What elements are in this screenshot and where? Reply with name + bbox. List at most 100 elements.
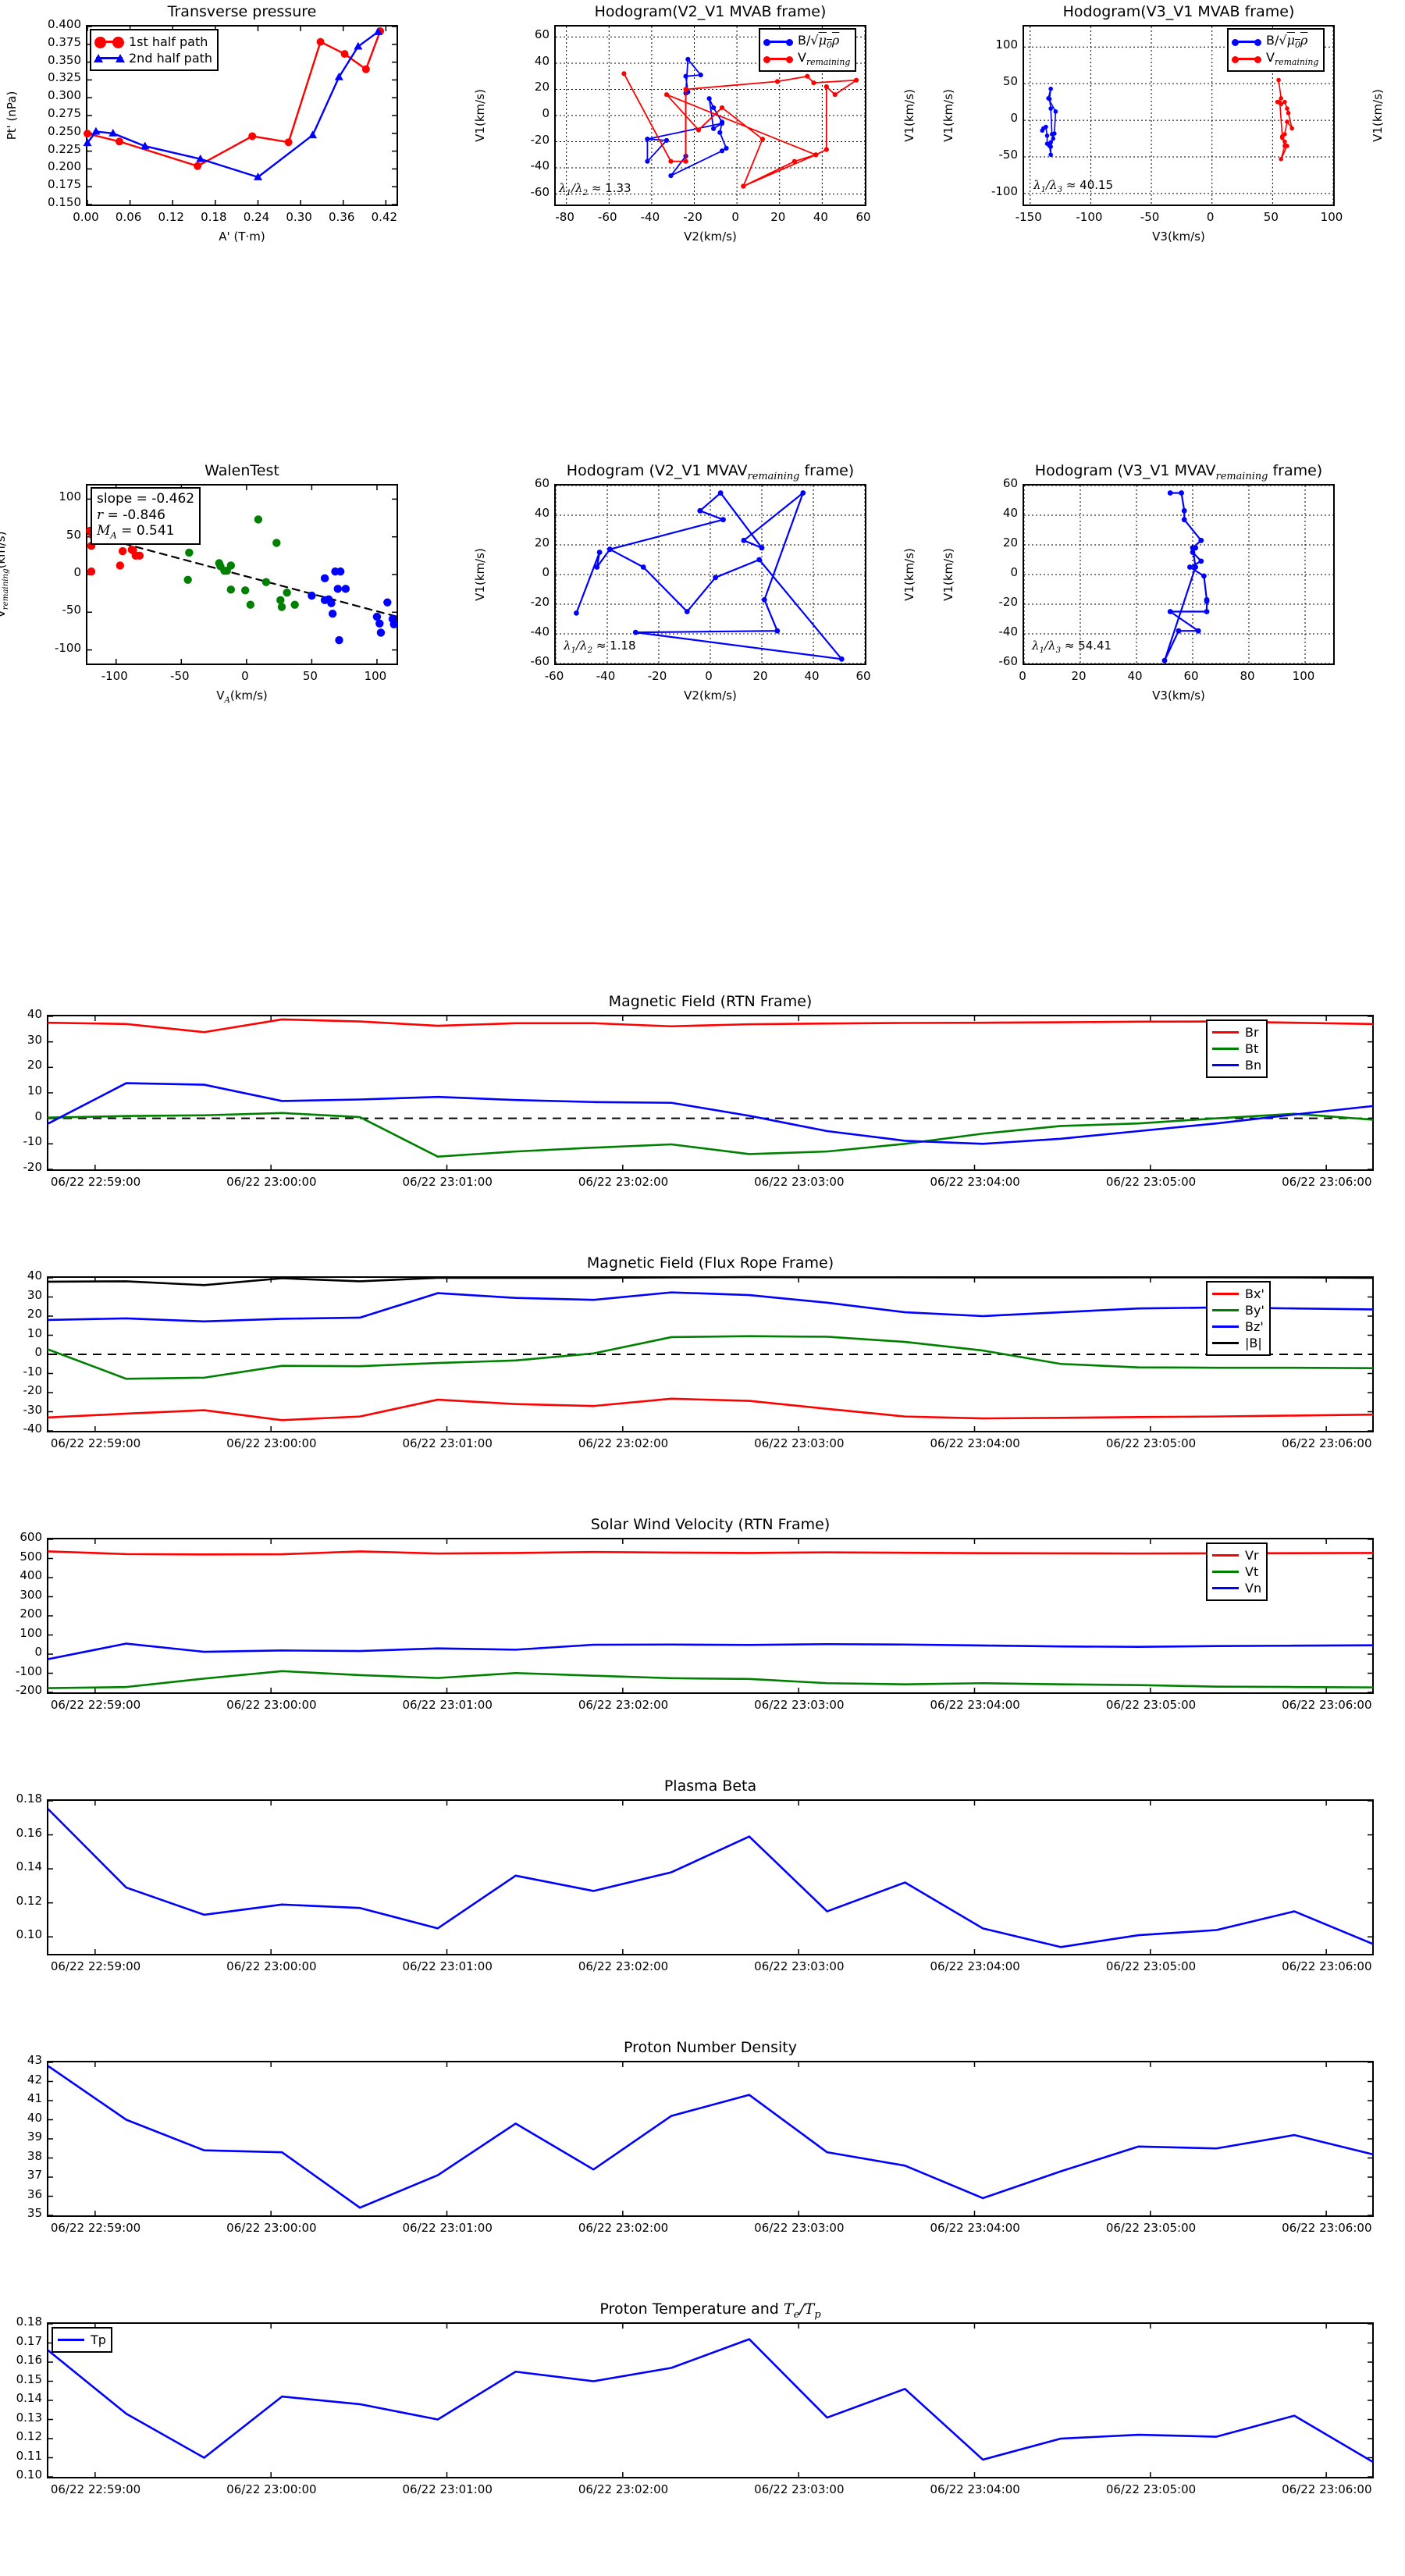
legend-marker [1232, 38, 1239, 46]
legend-label: B/√μ0ρ [1266, 32, 1308, 51]
data-point [1279, 133, 1285, 139]
data-point [116, 561, 124, 570]
legend-label: Bn [1245, 1058, 1262, 1073]
data-point [1181, 517, 1187, 523]
plot-area [47, 1015, 1374, 1171]
x-tick-label: 06/22 23:01:00 [402, 1959, 493, 1973]
data-point [1161, 657, 1168, 664]
y-tick-label: 60 [1002, 476, 1018, 490]
plot-canvas [47, 1276, 1374, 1432]
y-tick-label: 0 [542, 565, 550, 579]
x-tick-label: 50 [302, 669, 318, 683]
series-line [623, 73, 857, 187]
x-tick-label: 60 [1183, 669, 1199, 683]
data-point [741, 537, 747, 543]
y-tick-label: 0.375 [48, 34, 81, 49]
x-tick-label: -150 [1015, 210, 1042, 224]
legend-marker [94, 37, 106, 48]
y-tick-label: -40 [530, 624, 550, 639]
legend-label: Bt [1245, 1041, 1259, 1056]
legend-item: Tp [58, 2332, 106, 2348]
x-tick-label: 06/22 23:03:00 [754, 2482, 845, 2496]
plot-area [1023, 484, 1335, 665]
legend: Vr Vt Vn [1206, 1542, 1268, 1601]
y-tick-label: -10 [23, 1134, 43, 1149]
y-tick-label: 0.10 [16, 2467, 42, 2482]
series-line [47, 1397, 1374, 1421]
y-axis-label-right: V1(km/s) [902, 548, 916, 601]
data-point [196, 154, 205, 162]
plot-area [47, 1799, 1374, 1955]
y-tick-label: 0.300 [48, 88, 81, 103]
data-point [108, 129, 118, 137]
x-tick-label: 06/22 23:04:00 [930, 1959, 1020, 1973]
x-tick-label: 0 [731, 210, 739, 224]
x-tick-label: 20 [770, 210, 786, 224]
y-tick-label: 10 [27, 1325, 42, 1340]
data-point [361, 65, 370, 73]
data-point [226, 561, 235, 570]
y-tick-label: -40 [23, 1421, 43, 1436]
legend: Tp [52, 2327, 112, 2353]
y-tick-label: 100 [995, 37, 1018, 52]
x-tick-label: 06/22 23:06:00 [1282, 1698, 1372, 1712]
data-point [115, 137, 123, 146]
x-tick-label: 0.36 [329, 210, 355, 224]
legend-label: By' [1245, 1303, 1264, 1318]
y-tick-label: 200 [20, 1606, 42, 1621]
data-point [1048, 152, 1053, 157]
legend-label: B/√μ0ρ [798, 32, 840, 51]
x-tick-label: -20 [683, 210, 702, 224]
data-point [194, 162, 202, 170]
hodogram-v3v1-mvav-panel: Hodogram (V3_V1 MVAVremaining frame) 0 20 4… [937, 453, 1405, 906]
data-point [710, 105, 717, 111]
series-line [47, 1112, 1374, 1158]
panel-title: Transverse pressure [167, 3, 317, 20]
x-tick-label: 20 [1071, 669, 1087, 683]
y-tick-label: 0.10 [16, 1927, 42, 1942]
panel-title: Hodogram(V3_V1 MVAB frame) [1062, 3, 1295, 20]
legend-item: |B| [1212, 1335, 1264, 1351]
data-point [253, 173, 262, 180]
y-tick-label: 37 [27, 2168, 42, 2182]
data-point [140, 141, 150, 150]
y-tick-label: 400 [20, 1568, 42, 1582]
data-point [710, 126, 717, 131]
eigenvalue-ratio-annotation: λ1/λ2 ≈ 1.18 [564, 639, 636, 655]
panel-title: Hodogram(V2_V1 MVAB frame) [594, 3, 827, 20]
y-tick-label: 0.350 [48, 52, 81, 67]
data-point [1040, 128, 1045, 133]
y-tick-label: 600 [20, 1530, 42, 1544]
transverse-pressure-panel: Transverse pressure 0.00 0.06 0.12 0.18 0.24 0… [0, 0, 468, 453]
y-axis-label-right: V1(km/s) [902, 89, 916, 142]
data-point [283, 588, 291, 597]
y-tick-label: -60 [530, 654, 550, 668]
x-tick-label: 06/22 23:05:00 [1105, 2482, 1197, 2496]
data-point [1282, 99, 1287, 105]
data-point [724, 145, 729, 151]
data-point [719, 148, 725, 154]
data-point [376, 628, 386, 637]
data-point [741, 183, 746, 189]
plot-canvas [555, 485, 866, 664]
x-tick-label: 40 [804, 669, 820, 683]
data-point [645, 137, 650, 142]
data-point [853, 77, 859, 83]
legend-swatch [1212, 1031, 1239, 1034]
x-tick-label: 0 [1206, 210, 1215, 224]
y-tick-label: 40 [534, 53, 550, 68]
data-point [354, 41, 363, 50]
legend-label: |B| [1245, 1336, 1262, 1350]
y-tick-label: -20 [530, 595, 550, 609]
data-point [272, 539, 281, 547]
y-tick-label: -50 [998, 148, 1019, 162]
x-tick-label: 0.30 [286, 210, 312, 224]
legend: B/√μ0ρ Vremaining [759, 28, 857, 72]
y-tick-label: 36 [27, 2186, 42, 2201]
x-tick-label: 06/22 22:59:00 [50, 2221, 141, 2235]
panel-title: Magnetic Field (Flux Rope Frame) [586, 1254, 834, 1272]
legend-item: Bz' [1212, 1318, 1264, 1335]
x-tick-label: 0.24 [243, 210, 270, 224]
data-point [1052, 131, 1057, 136]
series-line [47, 1276, 1374, 1286]
